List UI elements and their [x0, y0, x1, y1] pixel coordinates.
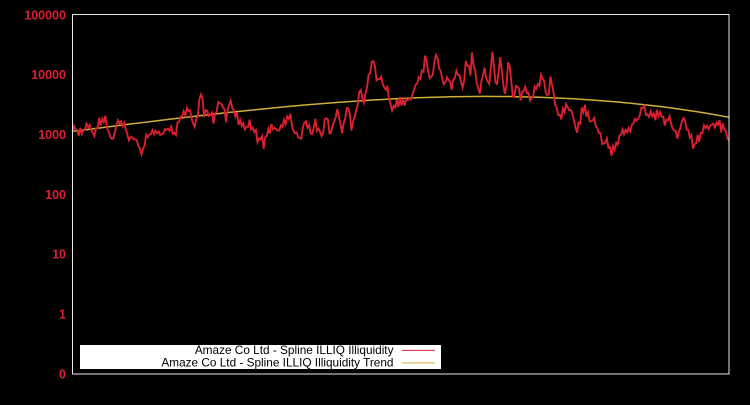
svg-text:100000: 100000	[24, 8, 66, 22]
svg-text:0: 0	[59, 367, 66, 381]
svg-text:10: 10	[52, 248, 66, 262]
svg-text:10000: 10000	[31, 68, 66, 82]
svg-text:Amaze Co Ltd - Spline ILLIQ Il: Amaze Co Ltd - Spline ILLIQ Illiquidity …	[161, 356, 393, 370]
svg-text:100: 100	[45, 188, 66, 202]
svg-text:Amaze Co Ltd - Spline ILLIQ Il: Amaze Co Ltd - Spline ILLIQ Illiquidity	[195, 343, 394, 357]
svg-text:1000: 1000	[38, 128, 66, 142]
svg-text:1: 1	[59, 308, 66, 322]
